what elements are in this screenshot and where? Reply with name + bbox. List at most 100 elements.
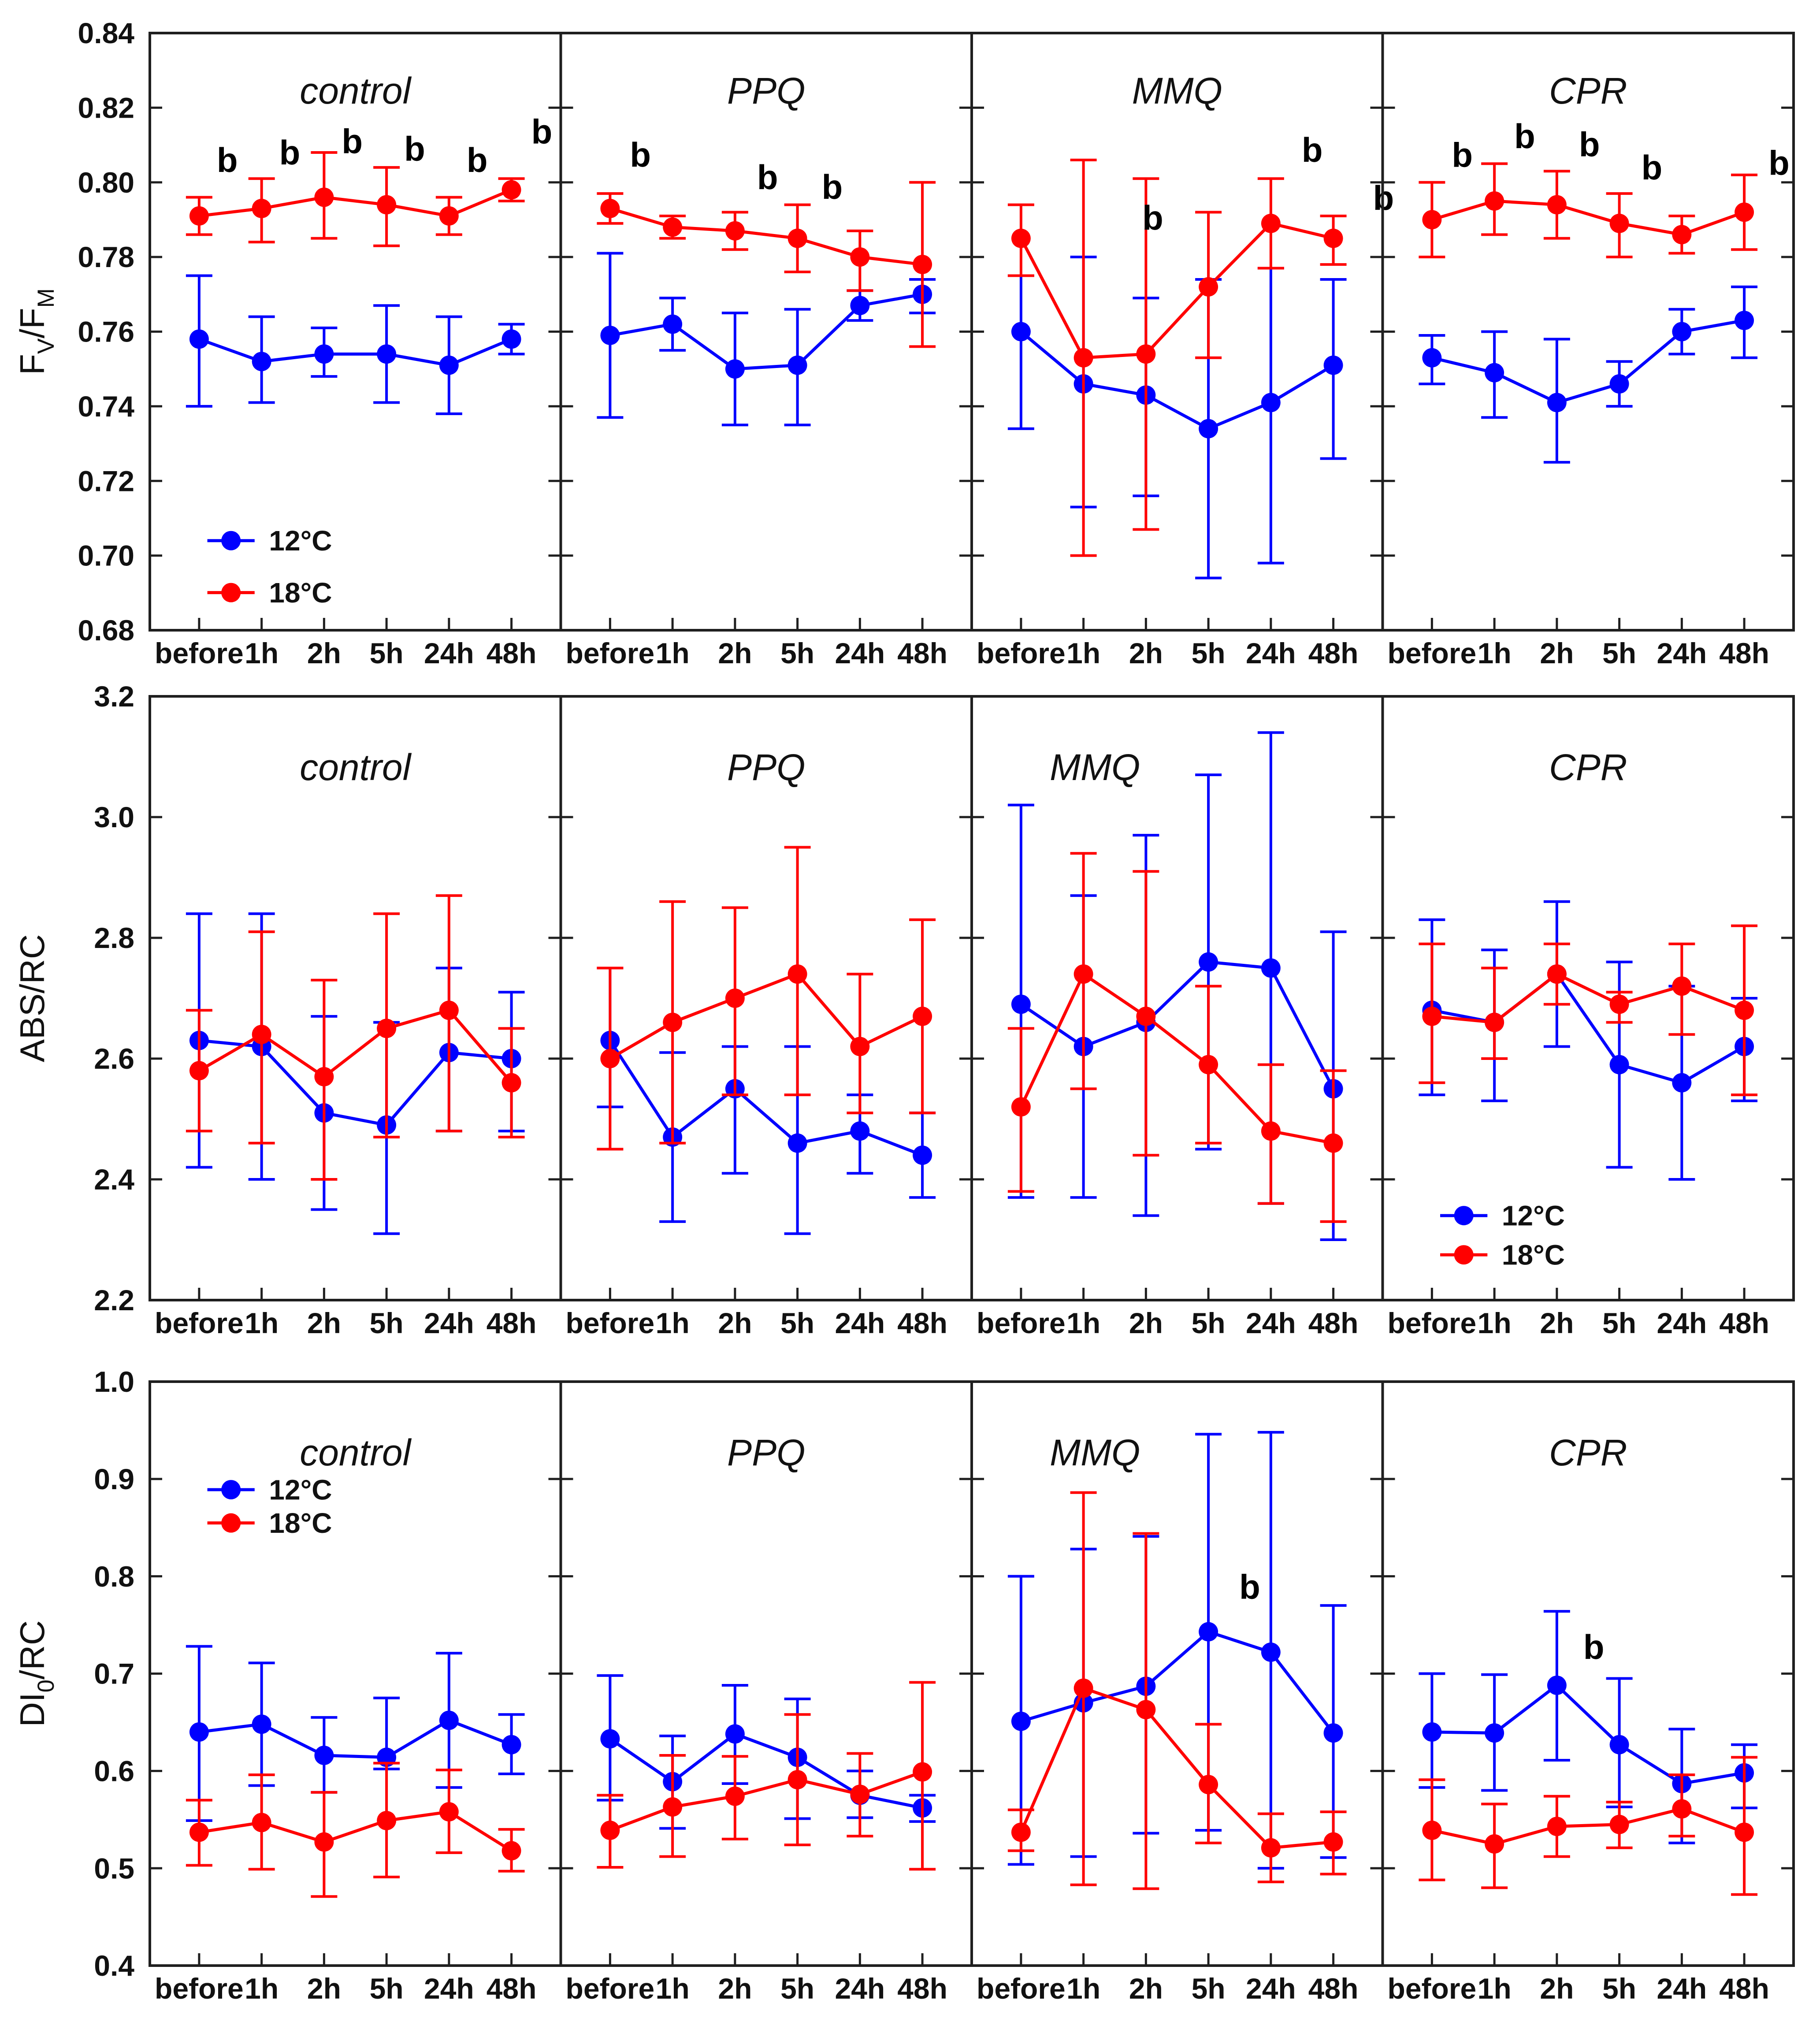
data-point [787, 228, 807, 248]
data-point [1422, 348, 1442, 368]
panel-absrc-control: before 1h 2h 5h 24h 48h control [149, 695, 562, 1339]
legend-marker [221, 1513, 241, 1533]
y-tick-label: 2.6 [94, 1042, 134, 1075]
data-point [1261, 1838, 1281, 1858]
data-point [1323, 1723, 1343, 1743]
y-tick-label: 2.2 [94, 1284, 134, 1316]
data-point [1735, 202, 1754, 222]
x-tick-label: 5h [1602, 637, 1636, 669]
legend-label: 12°C [269, 525, 332, 557]
x-tick-label: 2h [307, 1972, 341, 2005]
sig-letter-b: b [1239, 1568, 1260, 1606]
y-tick-label: 0.80 [78, 166, 134, 199]
data-point [913, 1145, 932, 1165]
x-tick-label: 5h [780, 1307, 814, 1339]
legend: 12°C18°C [1440, 1200, 1565, 1271]
sig-letter-b: b [757, 158, 778, 197]
panel-border [970, 32, 1384, 632]
data-point [314, 187, 334, 207]
x-tick-label: 5h [1602, 1972, 1636, 2005]
x-tick-label: 5h [370, 637, 404, 669]
x-tick-label: before [155, 637, 244, 669]
x-tick-label: 5h [370, 1307, 404, 1339]
legend: 12°C18°C [207, 1474, 332, 1539]
panel-title: control [300, 70, 412, 112]
legend: 12°C 18°C [207, 525, 332, 609]
y-tick-label: 0.84 [78, 17, 135, 49]
data-point [1672, 1799, 1692, 1819]
x-tick-label: 24h [1657, 637, 1707, 669]
series-line [199, 1810, 513, 1852]
data-point [1136, 344, 1156, 364]
y-tick-label: 1.0 [94, 1365, 134, 1398]
data-point [314, 344, 334, 364]
data-point [1323, 355, 1343, 375]
data-point [600, 1821, 620, 1840]
legend-marker [1454, 1206, 1474, 1226]
data-point [1422, 1722, 1442, 1742]
data-point [1073, 1678, 1093, 1698]
data-point [1199, 952, 1218, 972]
data-point [1547, 195, 1567, 215]
data-point [1547, 393, 1567, 413]
x-tick-label: 48h [1308, 1307, 1359, 1339]
series-line [1431, 1807, 1745, 1846]
data-point [501, 1735, 521, 1754]
data-point [439, 206, 459, 226]
data-point [252, 199, 271, 219]
data-point [663, 314, 683, 334]
data-point [913, 1007, 932, 1026]
x-tick-label: 24h [1246, 637, 1296, 669]
x-tick-label: 5h [780, 637, 814, 669]
series-line [609, 972, 923, 1060]
y-tick-label: 0.5 [94, 1852, 134, 1884]
data-point [1323, 228, 1343, 248]
data-point [377, 195, 397, 215]
panel-title: MMQ [1050, 1432, 1140, 1473]
data-point [1261, 958, 1281, 978]
data-point [1261, 1121, 1281, 1141]
x-tick-label: 1h [656, 1972, 690, 2005]
data-point [314, 1832, 334, 1852]
data-point [1261, 213, 1281, 233]
x-tick-label: before [977, 637, 1066, 669]
data-point [1199, 419, 1218, 439]
legend-marker [221, 1480, 241, 1500]
data-point [1136, 1007, 1156, 1026]
data-point [600, 199, 620, 219]
series-line [1432, 1683, 1745, 1785]
data-point [1609, 374, 1629, 394]
data-point [1199, 1622, 1218, 1642]
x-tick-label: 5h [1192, 1307, 1226, 1339]
panel-border [970, 1380, 1384, 1967]
y-tick-label: 3.0 [94, 801, 134, 833]
x-tick-label: before [155, 1972, 244, 2005]
y-tick-label: 2.4 [94, 1163, 134, 1196]
series-line [199, 1039, 512, 1127]
data-point [1323, 1133, 1343, 1153]
x-tick-label: 48h [1719, 1307, 1769, 1339]
x-tick-label: 1h [1066, 637, 1100, 669]
panel-title: PPQ [727, 747, 805, 788]
data-point [725, 221, 745, 241]
series-line [1019, 972, 1334, 1145]
row-fvfm: FV/FM 0.68 0.70 0.72 0.74 0.76 0.78 0.80 0.82 0.8… [13, 17, 1795, 669]
y-tick-label: 0.9 [94, 1463, 134, 1495]
data-point [1199, 1055, 1218, 1074]
series-line [199, 1718, 512, 1759]
x-tick-label: 2h [1129, 637, 1163, 669]
series-18°C [597, 846, 936, 1151]
x-tick-label: 1h [245, 1972, 279, 2005]
data-point [1422, 210, 1442, 230]
y-tick-label: 0.74 [78, 390, 135, 423]
x-tick-label: 48h [487, 1972, 537, 2005]
series-12°C [1419, 285, 1758, 464]
x-tick-label: 1h [1478, 637, 1512, 669]
x-tick-label: 5h [780, 1972, 814, 2005]
legend-label: 18°C [269, 577, 332, 609]
x-tick-label: before [155, 1307, 244, 1339]
y-tick-label: 0.70 [78, 539, 134, 572]
